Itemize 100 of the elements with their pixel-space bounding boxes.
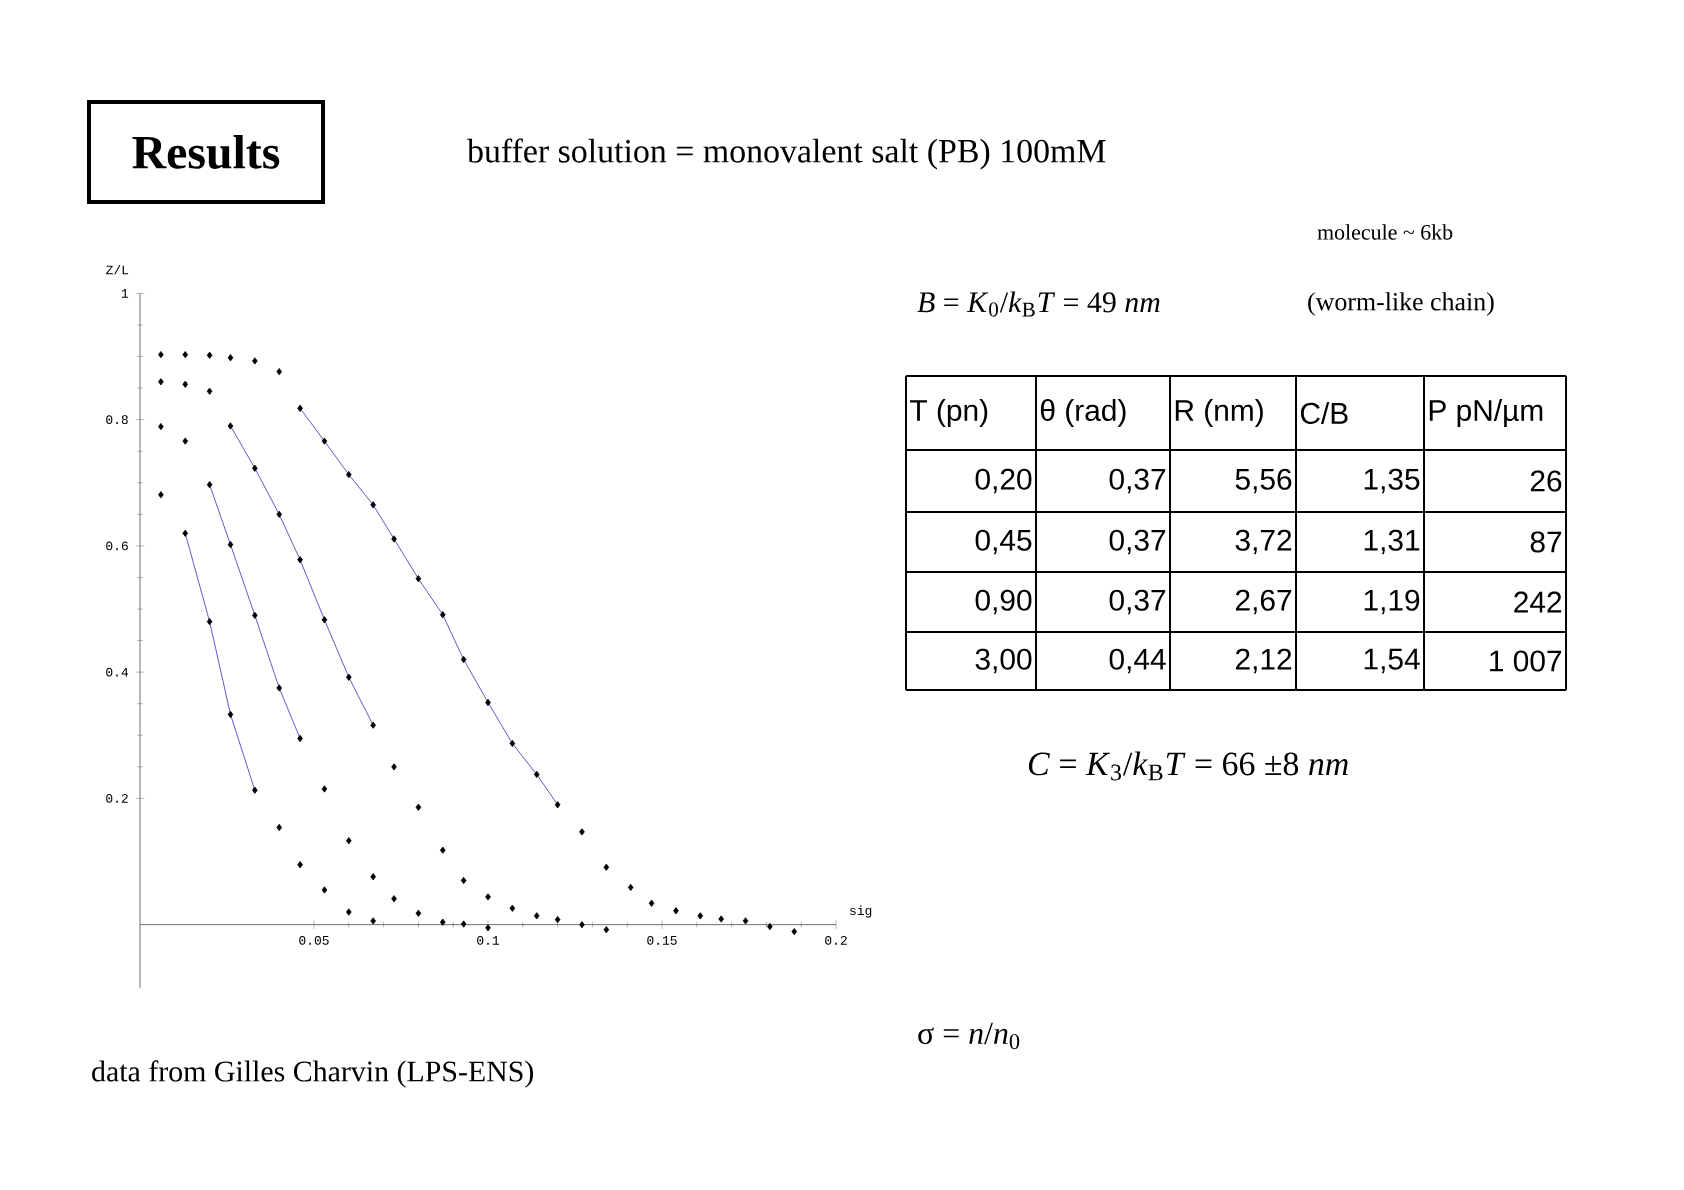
point [321, 886, 328, 894]
point [297, 404, 303, 412]
point [182, 529, 189, 537]
point [554, 916, 561, 924]
point [485, 893, 491, 901]
line-series [299, 407, 559, 806]
text: 0,37 [1109, 529, 1166, 555]
text: 1,35 [1364, 468, 1420, 494]
point [415, 803, 422, 811]
point [297, 556, 303, 564]
point [321, 785, 328, 793]
point [439, 611, 446, 619]
text: σ = n/n$_{0}$ [918, 1022, 1020, 1050]
point [439, 918, 446, 926]
text: molecule ~ 6kb [1317, 224, 1453, 240]
point [321, 437, 328, 445]
text: 1,19 [1364, 589, 1420, 615]
text: 87 [1530, 531, 1562, 553]
line-series [209, 484, 301, 739]
point [485, 924, 491, 932]
text: 2,12 [1235, 648, 1292, 674]
line-series [184, 532, 256, 791]
text: 3,72 [1235, 529, 1292, 555]
text: (worm-like chain) [1308, 292, 1494, 316]
point [297, 861, 303, 869]
category-label: P pN/µm [1429, 399, 1543, 427]
point [158, 351, 164, 359]
line-series [229, 425, 374, 726]
point [533, 770, 540, 779]
point [252, 786, 258, 794]
point [370, 873, 376, 881]
point [158, 491, 164, 499]
point [533, 912, 540, 920]
text: 26 [1530, 470, 1562, 492]
text: 242 [1514, 591, 1562, 613]
point [603, 863, 610, 871]
text: 1 007 [1490, 650, 1562, 672]
point [627, 883, 634, 892]
point [206, 351, 213, 359]
text: 0,44 [1109, 648, 1166, 674]
text: 0,37 [1109, 468, 1166, 494]
point [252, 357, 258, 365]
point [554, 801, 561, 809]
point [370, 917, 376, 925]
point [206, 618, 213, 626]
point [227, 710, 234, 719]
point [182, 437, 189, 445]
point [460, 655, 467, 664]
category-label: C/B [1300, 402, 1348, 424]
chart-title: Results [132, 135, 280, 169]
point [648, 899, 655, 907]
point [673, 907, 679, 915]
text: 1,31 [1364, 529, 1420, 555]
point [370, 501, 376, 509]
text: 1,54 [1364, 648, 1420, 674]
text: 0,90 [975, 589, 1032, 615]
text: 3,00 [975, 648, 1032, 674]
point [767, 922, 773, 931]
point [718, 915, 724, 923]
point [391, 895, 397, 903]
point [370, 721, 376, 729]
point [509, 904, 516, 912]
point [415, 909, 422, 917]
point [158, 423, 164, 431]
text: 0,37 [1109, 589, 1166, 615]
point [460, 876, 467, 885]
point [579, 921, 585, 929]
point [742, 917, 749, 925]
category-label: R (nm) [1175, 399, 1263, 427]
point [252, 464, 258, 472]
text: 0,20 [975, 468, 1032, 494]
point [346, 908, 352, 916]
point [206, 481, 213, 489]
point [276, 368, 282, 376]
point [460, 920, 467, 928]
point [276, 684, 282, 692]
point [415, 575, 422, 583]
point [391, 535, 397, 543]
point [579, 828, 585, 836]
point [227, 354, 234, 362]
point [297, 734, 303, 743]
point [346, 837, 352, 845]
point [276, 823, 282, 832]
point [276, 510, 282, 518]
point [346, 470, 352, 479]
chart-subtitle: buffer solution = monovalent salt (PB) 100mM [467, 138, 1106, 170]
point [391, 763, 397, 771]
point [182, 380, 189, 388]
point [227, 422, 234, 430]
point [227, 541, 234, 549]
point [697, 912, 704, 920]
point [206, 387, 213, 395]
point [439, 846, 446, 854]
point [321, 616, 328, 624]
point [485, 698, 491, 707]
text: C = K$_{3}$/k$_{B}$T = 66 ±8 nm [1028, 751, 1348, 781]
point [346, 673, 352, 681]
text: 2,67 [1235, 589, 1292, 615]
point [182, 351, 189, 359]
point [509, 739, 516, 748]
